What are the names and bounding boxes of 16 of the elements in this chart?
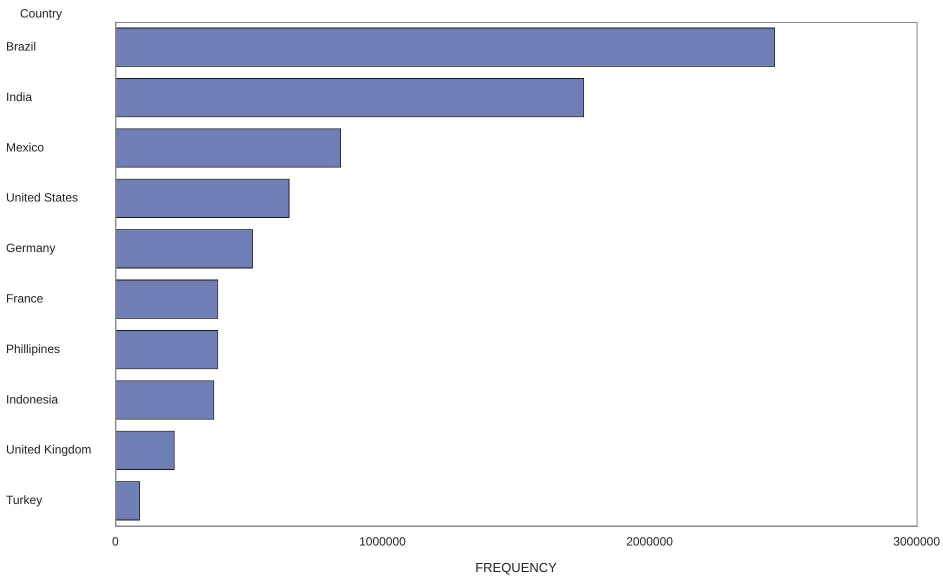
x-tick-label: 2000000 bbox=[626, 534, 674, 549]
y-tick-label: Turkey bbox=[6, 493, 42, 508]
x-axis-title: FREQUENCY bbox=[475, 560, 558, 575]
y-tick-label: Phillipines bbox=[6, 342, 60, 356]
y-tick-label: Indonesia bbox=[6, 392, 58, 406]
y-tick-label: Mexico bbox=[6, 140, 44, 154]
x-tick-label: 3000000 bbox=[893, 534, 940, 549]
y-tick-label: Germany bbox=[6, 241, 56, 256]
y-tick-label: Brazil bbox=[6, 40, 36, 54]
y-axis-title: Country bbox=[20, 6, 62, 20]
y-tick-label: France bbox=[6, 292, 44, 306]
x-tick-label: 0 bbox=[112, 534, 120, 549]
y-tick-label: United States bbox=[6, 190, 78, 205]
x-tick-label: 1000000 bbox=[359, 534, 406, 549]
y-tick-label: United Kingdom bbox=[6, 442, 92, 457]
y-tick-label: India bbox=[6, 90, 32, 104]
